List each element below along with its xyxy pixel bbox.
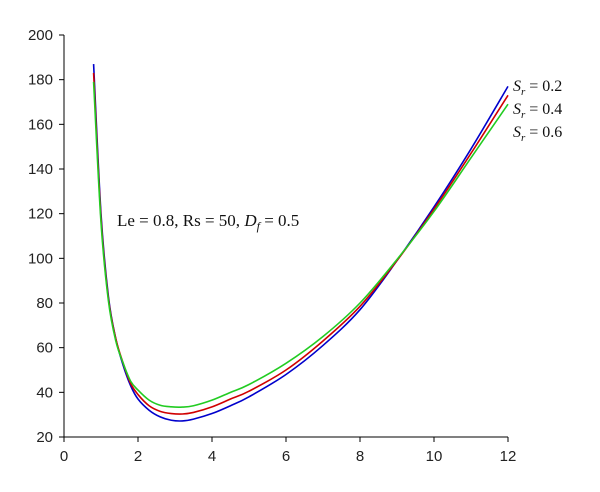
- x-tick-label: 4: [208, 448, 216, 465]
- y-tick-label: 180: [28, 72, 53, 89]
- y-tick-label: 60: [36, 340, 53, 357]
- y-tick-label: 120: [28, 206, 53, 223]
- parameter-annotation: Le = 0.8, Rs = 50, Df = 0.5: [117, 211, 299, 233]
- x-tick-label: 6: [282, 448, 290, 465]
- x-tick-label: 12: [500, 448, 517, 465]
- series-line-1: [92, 63, 509, 422]
- y-tick-label: 40: [36, 384, 53, 401]
- series-label-1: Sr = 0.2: [513, 78, 562, 98]
- x-tick-label: 2: [134, 448, 142, 465]
- series-labels: Sr = 0.2 Sr = 0.4 Sr = 0.6: [513, 78, 562, 144]
- x-tick-label: 8: [356, 448, 364, 465]
- series-label-2: Sr = 0.4: [513, 101, 562, 121]
- series-line-3: [92, 81, 509, 408]
- y-tick-label: 140: [28, 161, 53, 178]
- y-tick-label: 80: [36, 295, 53, 312]
- y-tick-label: 20: [36, 429, 53, 446]
- axes: 20 40 60 80 100 120 140 160 180 200 0 2 4 6 8 10 12: [28, 27, 516, 465]
- y-tick-label: 200: [28, 27, 53, 44]
- x-tick-label: 10: [426, 448, 443, 465]
- series-layer: [92, 63, 509, 422]
- y-tick-label: 160: [28, 116, 53, 133]
- series-label-3: Sr = 0.6: [513, 124, 562, 144]
- y-tick-label: 100: [28, 250, 53, 267]
- x-tick-label: 0: [60, 448, 68, 465]
